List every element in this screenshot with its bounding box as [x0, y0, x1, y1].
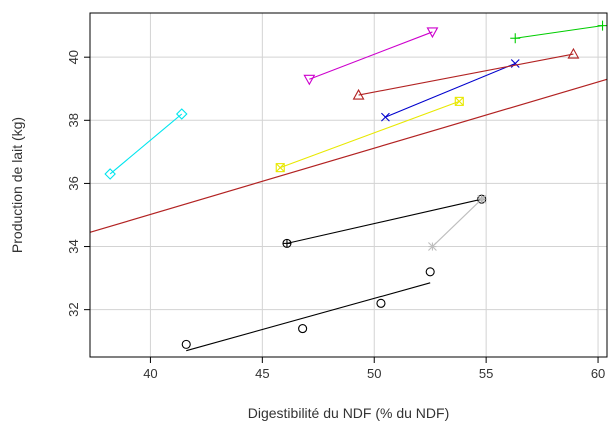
series-inverted-triangle [303, 27, 439, 86]
data-point [510, 59, 520, 68]
y-tick-label: 40 [66, 50, 81, 64]
y-tick-label: 32 [66, 302, 81, 316]
x-tick-label: 45 [255, 366, 269, 381]
y-tick-label: 34 [66, 239, 81, 253]
data-point [381, 112, 390, 122]
series-line [309, 31, 433, 80]
data-point [597, 20, 608, 31]
series-line [280, 100, 460, 169]
data-point [104, 168, 116, 180]
data-point [303, 74, 316, 86]
data-point [426, 27, 439, 39]
series-x [381, 59, 520, 122]
x-tick-label: 60 [591, 366, 605, 381]
series-circle-plus [282, 194, 487, 248]
series-layer [104, 20, 608, 352]
data-point [477, 194, 487, 204]
data-point [175, 108, 188, 120]
series-triangle [352, 47, 580, 100]
series-diamond [104, 108, 188, 180]
data-point [275, 163, 285, 173]
data-point [181, 339, 191, 349]
data-point [352, 88, 365, 100]
axes: 40 45 50 55 60 32 34 36 38 40 [66, 50, 605, 381]
x-axis-title: Digestibilité du NDF (% du NDF) [248, 405, 450, 421]
series-line [286, 198, 482, 244]
overall-regression-line [89, 78, 608, 233]
y-tick-label: 36 [66, 176, 81, 190]
x-tick-label: 55 [479, 366, 493, 381]
series-line [358, 53, 574, 96]
series-line [385, 62, 516, 118]
data-point [282, 238, 292, 248]
x-tick-label: 40 [143, 366, 157, 381]
data-point [510, 33, 521, 44]
series-line [186, 282, 431, 352]
series-line [432, 198, 483, 247]
data-point [454, 96, 464, 106]
series-asterisk [428, 194, 487, 251]
y-tick-label: 38 [66, 113, 81, 127]
data-point [376, 298, 386, 308]
series-line [515, 25, 603, 39]
series-square-x [275, 96, 464, 173]
data-point [428, 242, 437, 251]
series-circle [181, 267, 435, 352]
data-point [298, 324, 308, 334]
fit-lines [89, 78, 608, 233]
x-tick-label: 50 [367, 366, 381, 381]
y-axis-title: Production de lait (kg) [9, 117, 25, 253]
data-point [567, 47, 580, 59]
data-point [425, 267, 435, 277]
series-line [109, 113, 183, 175]
series-plus [510, 20, 608, 44]
plot-frame [89, 12, 608, 358]
grid [90, 13, 607, 357]
